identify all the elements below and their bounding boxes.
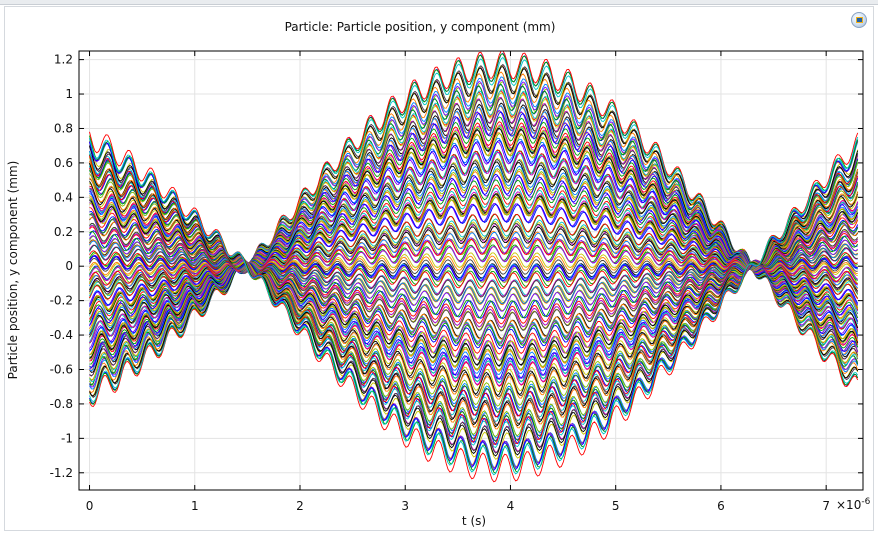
y-tick-label: -0.2 (50, 294, 73, 308)
y-tick-label: 0.2 (54, 225, 73, 239)
series-line (89, 145, 859, 457)
series-group (89, 51, 859, 483)
y-tick-label: -0.8 (50, 397, 73, 411)
series-line (89, 179, 859, 323)
series-line (89, 131, 859, 483)
y-tick-label: 1.2 (54, 53, 73, 67)
x-tick-label: 2 (296, 499, 304, 513)
x-tick-label: 0 (86, 499, 94, 513)
y-tick-label: -1 (61, 431, 73, 445)
x-tick-label: 7 (822, 499, 830, 513)
y-tick-label: -0.4 (50, 328, 73, 342)
y-tick-label: 0.4 (54, 190, 73, 204)
y-tick-label: -0.6 (50, 362, 73, 376)
series-line (89, 250, 858, 289)
plot-settings-icon[interactable] (851, 12, 867, 28)
window-top-strip (0, 0, 878, 5)
x-tick-label: 4 (507, 499, 515, 513)
series-line (89, 238, 858, 286)
series-line (89, 169, 859, 413)
series-line (89, 181, 859, 397)
chart-title: Particle: Particle position, y component… (284, 20, 556, 34)
x-axis-multiplier-exponent: -6 (861, 497, 871, 507)
x-axis-multiplier-base: ×10 (836, 498, 862, 512)
x-tick-label: 1 (191, 499, 199, 513)
y-tick-label: 0.8 (54, 121, 73, 135)
y-tick-label: -1.2 (50, 466, 73, 480)
series-line (89, 136, 859, 476)
series-line (89, 213, 859, 300)
series-line (89, 177, 859, 400)
y-axis-label: Particle position, y component (mm) (6, 160, 20, 380)
y-tick-label: 0 (65, 259, 73, 273)
plot-area-border (78, 50, 864, 491)
series-line (89, 173, 859, 326)
series-line (89, 146, 859, 454)
series-line (89, 154, 859, 443)
x-tick-label: 3 (401, 499, 409, 513)
series-line (89, 231, 859, 319)
x-axis-multiplier: ×10-6 (836, 497, 870, 512)
x-axis-label: t (s) (461, 514, 487, 528)
x-tick-label: 5 (612, 499, 620, 513)
x-tick-label: 6 (717, 499, 725, 513)
series-line (89, 161, 859, 336)
axis-ticks: 0 1 2 3 4 5 6 7 -1.2 -1 -0.8 -0.6 -0.4 -0.2 0 0.2 0.4 0.6… (50, 51, 863, 513)
y-tick-label: 1 (65, 87, 73, 101)
y-tick-label: 0.6 (54, 156, 73, 170)
series-line (89, 160, 859, 430)
plot-settings-icon-glyph (856, 17, 863, 23)
